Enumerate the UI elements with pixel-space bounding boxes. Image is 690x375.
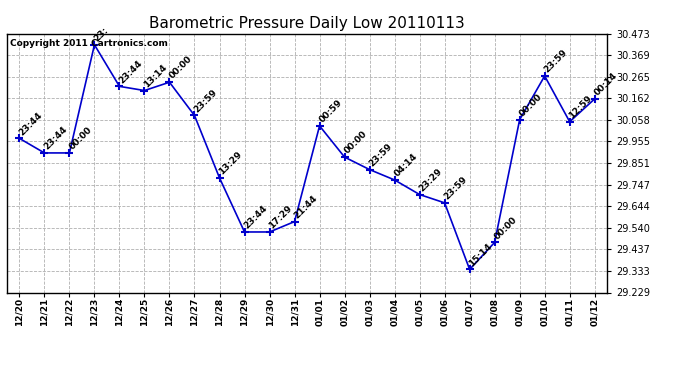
Text: 23:44: 23:44 bbox=[117, 58, 144, 85]
Text: 13:29: 13:29 bbox=[217, 150, 244, 177]
Text: 23:44: 23:44 bbox=[42, 125, 69, 152]
Text: 23:59: 23:59 bbox=[367, 141, 394, 168]
Text: 23:59: 23:59 bbox=[542, 48, 569, 75]
Text: 23:29: 23:29 bbox=[417, 166, 444, 193]
Text: 23:44: 23:44 bbox=[17, 110, 44, 137]
Text: 23:59: 23:59 bbox=[442, 175, 469, 201]
Text: 00:00: 00:00 bbox=[518, 92, 544, 118]
Text: 23:44: 23:44 bbox=[242, 204, 269, 231]
Text: 00:00: 00:00 bbox=[493, 215, 519, 241]
Text: 00:14: 00:14 bbox=[593, 71, 619, 98]
Text: 23:: 23: bbox=[92, 26, 110, 44]
Title: Barometric Pressure Daily Low 20110113: Barometric Pressure Daily Low 20110113 bbox=[149, 16, 465, 31]
Text: 00:59: 00:59 bbox=[317, 98, 344, 124]
Text: 17:29: 17:29 bbox=[267, 204, 294, 231]
Text: Copyright 2011 Cartronics.com: Copyright 2011 Cartronics.com bbox=[10, 39, 168, 48]
Text: 00:00: 00:00 bbox=[67, 125, 94, 152]
Text: 15:14: 15:14 bbox=[467, 242, 494, 268]
Text: 13:14: 13:14 bbox=[142, 63, 169, 89]
Text: 00:00: 00:00 bbox=[342, 129, 368, 156]
Text: 21:44: 21:44 bbox=[293, 194, 319, 220]
Text: 23:59: 23:59 bbox=[193, 87, 219, 114]
Text: 00:00: 00:00 bbox=[167, 55, 194, 81]
Text: 12:59: 12:59 bbox=[567, 94, 594, 120]
Text: 04:14: 04:14 bbox=[393, 152, 419, 178]
